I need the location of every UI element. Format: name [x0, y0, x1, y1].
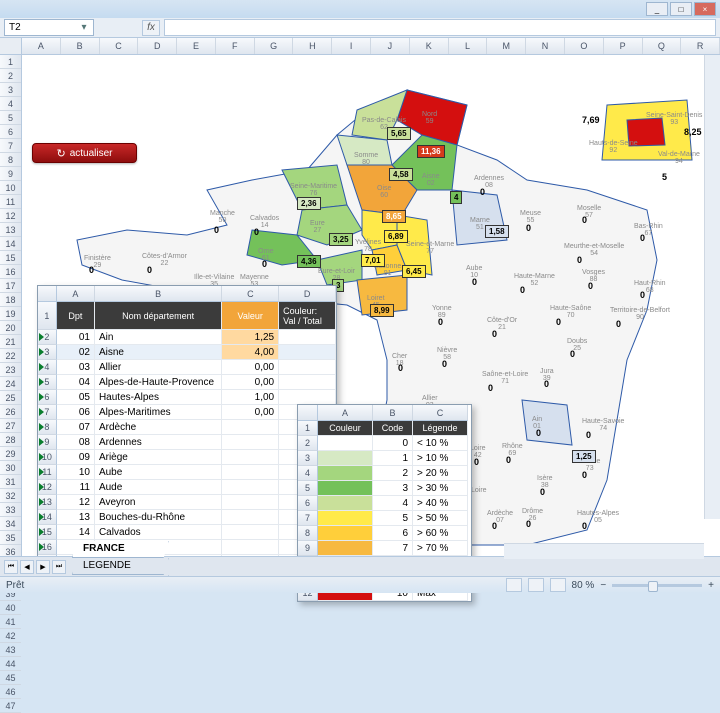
grid-canvas[interactable]: actualiser Nord59Pas-de-Calais62Somme80S…	[22, 55, 720, 556]
name-box-value: T2	[9, 22, 21, 33]
row-header[interactable]: 42	[0, 629, 21, 643]
status-ready: Prêt	[6, 580, 24, 591]
row-header[interactable]: 12	[0, 209, 21, 223]
row-header[interactable]: 28	[0, 433, 21, 447]
row-header[interactable]: 26	[0, 405, 21, 419]
row-header[interactable]: 23	[0, 363, 21, 377]
row-header[interactable]: 5	[0, 111, 21, 125]
row-header[interactable]: 7	[0, 139, 21, 153]
tab-first-icon[interactable]: ⏮	[4, 560, 18, 574]
select-all-corner[interactable]	[0, 38, 22, 55]
row-header[interactable]: 6	[0, 125, 21, 139]
zoom-out-button[interactable]: −	[600, 580, 606, 591]
formula-bar: T2 ▾ fx	[0, 18, 720, 38]
row-header[interactable]: 8	[0, 153, 21, 167]
row-header[interactable]: 22	[0, 349, 21, 363]
vertical-scrollbar[interactable]	[704, 55, 720, 519]
row-header[interactable]: 45	[0, 671, 21, 685]
sheet-tabs-bar: ⏮ ◀ ▶ ⏭ FRANCELEGENDEDEPARTEMENT	[0, 556, 720, 576]
row-header[interactable]: 11	[0, 195, 21, 209]
name-box-dropdown-icon[interactable]: ▾	[79, 22, 89, 33]
tab-last-icon[interactable]: ⏭	[52, 560, 66, 574]
row-header[interactable]: 30	[0, 461, 21, 475]
zoom-value: 80 %	[572, 580, 595, 591]
name-box[interactable]: T2 ▾	[4, 19, 94, 36]
title-bar: _ □ ×	[0, 0, 720, 18]
sheet-tab[interactable]: FRANCE	[72, 541, 169, 558]
formula-input[interactable]	[164, 19, 716, 36]
row-header[interactable]: 41	[0, 615, 21, 629]
window-controls: _ □ ×	[646, 2, 716, 16]
row-header[interactable]: 31	[0, 475, 21, 489]
departement-table[interactable]: ABCD1DptNom départementValeurCouleur: Va…	[37, 285, 337, 571]
row-header[interactable]: 40	[0, 601, 21, 615]
tab-nav: ⏮ ◀ ▶ ⏭	[4, 560, 66, 574]
row-header[interactable]: 13	[0, 223, 21, 237]
row-header[interactable]: 2	[0, 69, 21, 83]
row-header[interactable]: 1	[0, 55, 21, 69]
row-header[interactable]: 25	[0, 391, 21, 405]
zoom-in-button[interactable]: +	[708, 580, 714, 591]
fx-icon[interactable]: fx	[142, 20, 160, 36]
row-header[interactable]: 20	[0, 321, 21, 335]
row-header[interactable]: 9	[0, 167, 21, 181]
row-header[interactable]: 16	[0, 265, 21, 279]
view-break-icon[interactable]	[550, 578, 566, 592]
worksheet-area: ABCDEFGHIJKLMNOPQR 123456789101112131415…	[0, 38, 720, 556]
row-header[interactable]: 3	[0, 83, 21, 97]
row-header[interactable]: 24	[0, 377, 21, 391]
row-header[interactable]: 15	[0, 251, 21, 265]
view-normal-icon[interactable]	[506, 578, 522, 592]
row-header[interactable]: 34	[0, 517, 21, 531]
maximize-button[interactable]: □	[670, 2, 692, 16]
tab-prev-icon[interactable]: ◀	[20, 560, 34, 574]
close-button[interactable]: ×	[694, 2, 716, 16]
view-layout-icon[interactable]	[528, 578, 544, 592]
row-header[interactable]: 35	[0, 531, 21, 545]
actualiser-button[interactable]: actualiser	[32, 143, 137, 163]
row-header[interactable]: 21	[0, 335, 21, 349]
sheet-tab[interactable]: LEGENDE	[72, 558, 169, 575]
row-header[interactable]: 29	[0, 447, 21, 461]
row-header[interactable]: 33	[0, 503, 21, 517]
horizontal-scrollbar[interactable]	[504, 543, 704, 559]
row-header[interactable]: 17	[0, 279, 21, 293]
row-headers[interactable]: 1234567891011121314151617181920212223242…	[0, 55, 22, 556]
row-header[interactable]: 32	[0, 489, 21, 503]
row-header[interactable]: 14	[0, 237, 21, 251]
status-bar: Prêt 80 % − +	[0, 576, 720, 593]
row-header[interactable]: 46	[0, 685, 21, 699]
row-header[interactable]: 4	[0, 97, 21, 111]
minimize-button[interactable]: _	[646, 2, 668, 16]
row-header[interactable]: 10	[0, 181, 21, 195]
row-header[interactable]: 44	[0, 657, 21, 671]
row-header[interactable]: 47	[0, 699, 21, 713]
row-header[interactable]: 43	[0, 643, 21, 657]
row-header[interactable]: 19	[0, 307, 21, 321]
zoom-slider[interactable]	[612, 584, 702, 587]
row-header[interactable]: 27	[0, 419, 21, 433]
row-header[interactable]: 18	[0, 293, 21, 307]
tab-next-icon[interactable]: ▶	[36, 560, 50, 574]
